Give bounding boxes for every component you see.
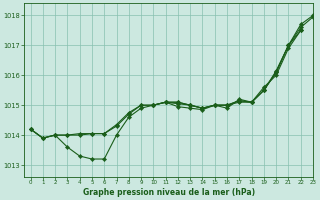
X-axis label: Graphe pression niveau de la mer (hPa): Graphe pression niveau de la mer (hPa) (83, 188, 255, 197)
